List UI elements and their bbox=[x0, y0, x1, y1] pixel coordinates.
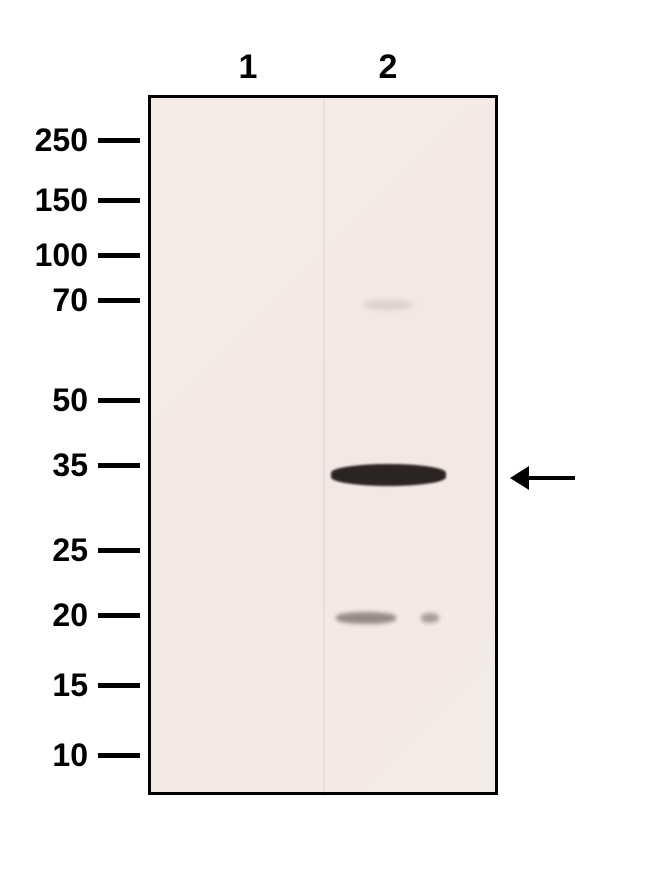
mw-tick-20 bbox=[98, 613, 140, 618]
lane-label-2: 2 bbox=[373, 48, 403, 87]
mw-tick-70 bbox=[98, 298, 140, 303]
mw-tick-100 bbox=[98, 253, 140, 258]
mw-label-150: 150 bbox=[18, 182, 88, 219]
arrow-head bbox=[510, 466, 529, 490]
blot-membrane bbox=[148, 95, 498, 795]
mw-label-35: 35 bbox=[18, 447, 88, 484]
lane-label-1: 1 bbox=[233, 48, 263, 87]
mw-tick-35 bbox=[98, 463, 140, 468]
mw-label-100: 100 bbox=[18, 237, 88, 274]
lane_2-band-3 bbox=[363, 300, 413, 310]
mw-tick-50 bbox=[98, 398, 140, 403]
mw-tick-250 bbox=[98, 138, 140, 143]
mw-label-50: 50 bbox=[18, 382, 88, 419]
mw-tick-25 bbox=[98, 548, 140, 553]
mw-label-20: 20 bbox=[18, 597, 88, 634]
lane-divider bbox=[323, 98, 325, 798]
mw-tick-150 bbox=[98, 198, 140, 203]
mw-tick-15 bbox=[98, 683, 140, 688]
lane_2-band-1 bbox=[336, 612, 396, 624]
mw-label-10: 10 bbox=[18, 737, 88, 774]
mw-label-25: 25 bbox=[18, 532, 88, 569]
mw-label-250: 250 bbox=[18, 122, 88, 159]
lane_2-band-2 bbox=[421, 613, 439, 623]
mw-tick-10 bbox=[98, 753, 140, 758]
mw-label-15: 15 bbox=[18, 667, 88, 704]
lane_2-band-0 bbox=[331, 464, 446, 486]
arrow-shaft bbox=[522, 476, 575, 480]
mw-label-70: 70 bbox=[18, 282, 88, 319]
